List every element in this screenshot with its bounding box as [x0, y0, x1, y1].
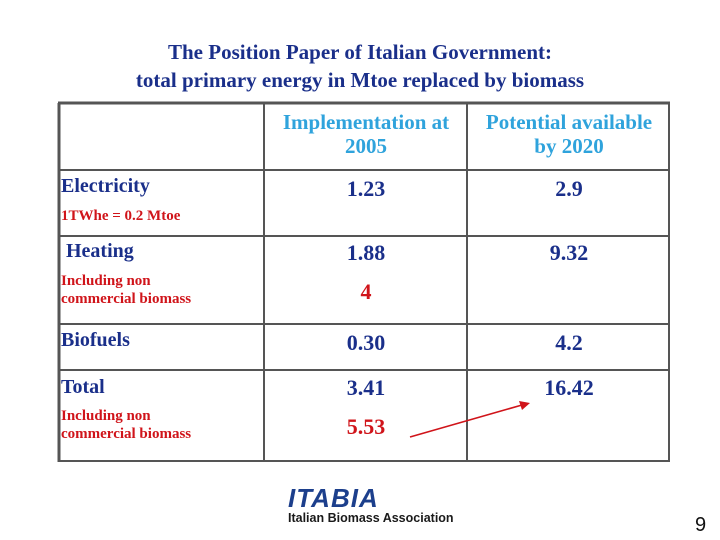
row-note-total-line1: Including non	[61, 408, 151, 424]
header-col3-line1: Potential available	[485, 110, 653, 134]
row-label-heating: Heating	[66, 240, 134, 262]
row-label-electricity: Electricity	[61, 175, 150, 197]
value-heating-2005-noncommercial: 4	[360, 279, 372, 304]
header-potential-2020: Potential available by 2020	[469, 110, 669, 158]
logo-wordmark: ITABIA	[288, 483, 379, 513]
row-note-heating-line2: commercial biomass	[61, 291, 192, 307]
slide-title-line1: The Position Paper of Italian Government…	[167, 40, 552, 64]
logo-subtitle: Italian Biomass Association	[288, 511, 454, 525]
row-label-biofuels: Biofuels	[61, 329, 130, 351]
slide-title: The Position Paper of Italian Government…	[0, 38, 720, 94]
value-electricity-2020: 2.9	[555, 176, 583, 201]
value-electricity-2005: 1.23	[346, 176, 386, 201]
header-col2-line2: 2005	[345, 134, 387, 158]
header-col3-line2: by 2020	[534, 134, 604, 158]
row-note-heating: Including non commercial biomass	[61, 272, 191, 308]
value-total-2020: 16.42	[544, 375, 594, 400]
value-biofuels-2005: 0.30	[346, 330, 386, 355]
header-col2-line1: Implementation at	[282, 110, 450, 134]
value-heating-2020: 9.32	[549, 240, 589, 265]
value-total-2005-noncommercial: 5.53	[346, 414, 386, 439]
slide-title-line2: total primary energy in Mtoe replaced by…	[135, 68, 585, 92]
row-note-total-line2: commercial biomass	[61, 426, 192, 442]
value-heating-2005: 1.88	[346, 240, 386, 265]
row-note-heating-line1: Including non	[61, 273, 151, 289]
itabia-logo: ITABIA Italian Biomass Association	[284, 484, 462, 530]
row-note-electricity: 1TWhe = 0.2 Mtoe	[61, 208, 181, 224]
row-note-total: Including non commercial biomass	[61, 407, 191, 443]
value-total-2005: 3.41	[346, 375, 386, 400]
header-implementation-2005: Implementation at 2005	[266, 110, 466, 158]
value-biofuels-2020: 4.2	[555, 330, 583, 355]
page-number: 9	[695, 514, 707, 536]
trend-arrow	[409, 401, 530, 438]
row-label-total: Total	[61, 376, 105, 398]
